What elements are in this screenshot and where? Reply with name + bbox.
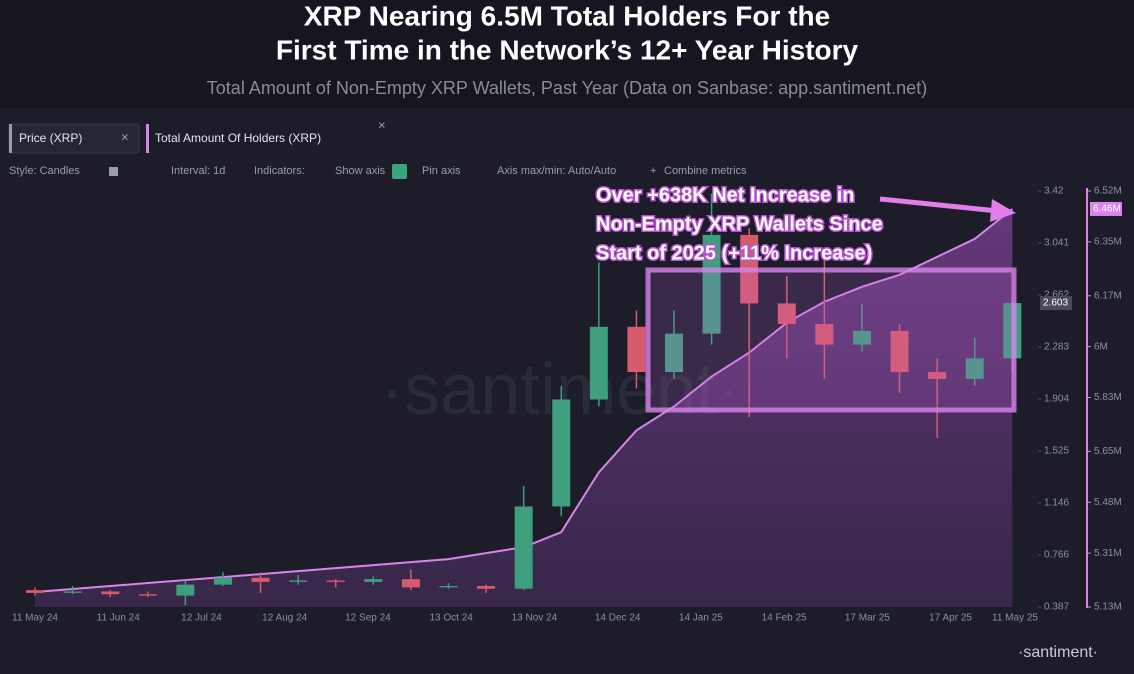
x-tick-label: 14 Jan 25 [679, 613, 723, 624]
holders-area [35, 208, 1013, 607]
tab-close[interactable]: × [378, 117, 386, 132]
candle-body [702, 234, 721, 334]
x-tick-label: 12 Aug 24 [262, 613, 307, 624]
candle-body [627, 326, 646, 373]
y-tick-label: 3.041 [1044, 238, 1069, 249]
x-tick-label: 14 Feb 25 [762, 613, 807, 624]
candle-body [326, 580, 345, 582]
tab-label: Price (XRP) [19, 131, 82, 145]
x-tick-label: 11 May 24 [12, 613, 58, 624]
tab-close[interactable]: × [121, 129, 129, 144]
y2-tick-label: 6.35M [1094, 237, 1122, 248]
last-value-tag [1090, 201, 1122, 216]
x-tick-label: 17 Apr 25 [929, 613, 972, 624]
y-tick-label: 3.42 [1044, 186, 1064, 197]
x-tick-label: 13 Nov 24 [512, 613, 558, 624]
candle-body [552, 399, 571, 507]
toolbar-item[interactable]: Show axis [335, 165, 386, 177]
toolbar-item[interactable]: Combine metrics [664, 165, 747, 177]
candle-body [289, 580, 308, 582]
toolbar-item[interactable]: Style: Candles [9, 165, 80, 177]
annotation: Over +638K Net Increase in Non-Empty XRP … [595, 183, 885, 266]
candle-body [401, 579, 420, 588]
arrow-head [990, 199, 1016, 222]
candle-body [665, 333, 684, 373]
y2-tick-label: 5.31M [1094, 548, 1122, 559]
tab[interactable] [146, 124, 368, 153]
candle-body [815, 324, 834, 345]
toolbar-item[interactable]: Interval: 1d [171, 165, 225, 177]
candle-body [138, 594, 157, 596]
y2-tick-label: 5.13M [1094, 602, 1122, 613]
y-tick-label: 1.904 [1044, 394, 1069, 405]
candle-body [928, 372, 947, 379]
candle-body [364, 579, 383, 582]
x-tick-label: 17 Mar 25 [845, 613, 890, 624]
toolbar-item[interactable]: Axis max/min: Auto/Auto [497, 165, 616, 177]
annotation-text: Over +638K Net Increase in [596, 184, 854, 206]
candle-body [890, 330, 909, 373]
toolbar-item[interactable]: Indicators: [254, 165, 305, 177]
x-tick-label: 11 Jun 24 [97, 613, 141, 624]
candle-body [101, 591, 120, 595]
y2-tick-label: 6M [1094, 341, 1108, 352]
y-tick-label: 2.662 [1044, 290, 1069, 301]
candle-body [26, 590, 44, 593]
x-tick-label: 12 Jul 24 [181, 613, 222, 624]
x-tick-label: 14 Dec 24 [595, 613, 641, 624]
x-tick-label: 12 Sep 24 [345, 613, 391, 624]
last-value-label: 2.603 [1043, 298, 1068, 309]
y-tick-label: 2.283 [1044, 342, 1069, 353]
candle-body [213, 577, 232, 585]
y-tick-label: 1.525 [1044, 446, 1069, 457]
tab-label: Total Amount Of Holders (XRP) [155, 131, 321, 145]
toolbar-item[interactable]: Pin axis [422, 165, 461, 177]
logo: ·santiment· [1018, 644, 1098, 661]
y-tick-label: 0.766 [1044, 550, 1069, 561]
x-tick-label: 13 Oct 24 [429, 613, 473, 624]
annotation-text: Non-Empty XRP Wallets Since [596, 213, 883, 235]
subtitle: Total Amount of Non-Empty XRP Wallets, P… [207, 78, 927, 98]
y2-tick-label: 5.83M [1094, 392, 1122, 403]
candle-body [589, 326, 608, 400]
plus-icon[interactable]: + [650, 165, 656, 177]
candle-body [477, 586, 496, 589]
tab-marker [146, 124, 149, 153]
last-value-tag [1040, 296, 1072, 311]
x-tick-label: 11 May 25 [992, 613, 1038, 624]
title: First Time in the Network’s 12+ Year His… [276, 34, 859, 65]
tab-marker [9, 124, 12, 153]
y2-tick-label: 6.52M [1094, 186, 1122, 197]
y-tick-label: 0.387 [1044, 602, 1069, 613]
y2-tick-label: 5.48M [1094, 497, 1122, 508]
candle-body [176, 584, 195, 596]
annotation-text: Start of 2025 (+11% Increase) [596, 242, 872, 264]
candle-body [777, 303, 796, 325]
candle-body [63, 591, 82, 593]
color-swatch[interactable] [109, 167, 118, 176]
y2-tick-label: 6.17M [1094, 290, 1122, 301]
candle-body [852, 330, 871, 345]
title: XRP Nearing 6.5M Total Holders For the [304, 0, 830, 31]
last-value-label: 6.46M [1093, 204, 1121, 215]
candle-body [514, 506, 533, 589]
candle-body [251, 577, 270, 582]
checkbox[interactable] [392, 164, 407, 179]
candle-body [965, 358, 984, 379]
highlight-box [645, 267, 1017, 413]
y2-tick-label: 5.65M [1094, 446, 1122, 457]
arrow [879, 196, 999, 214]
y-tick-label: 1.146 [1044, 498, 1069, 509]
candle-body [439, 586, 458, 588]
